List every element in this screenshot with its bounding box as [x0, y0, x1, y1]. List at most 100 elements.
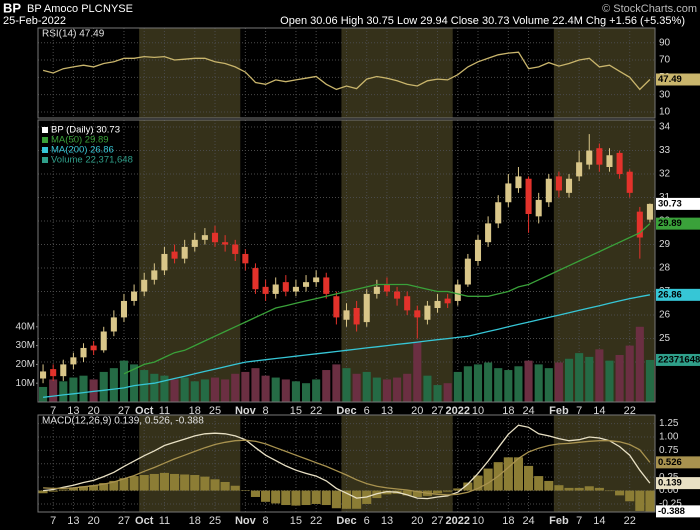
- candle-body: [535, 199, 542, 217]
- volume-bar: [393, 377, 402, 402]
- volume-bar: [210, 377, 220, 402]
- volume-bar: [443, 383, 452, 402]
- volume-bar: [39, 386, 48, 402]
- histogram-bar: [311, 490, 321, 504]
- legend-swatch: [42, 147, 48, 153]
- histogram-bar: [58, 489, 68, 491]
- histogram-bar: [210, 479, 220, 491]
- candle-body: [262, 286, 269, 294]
- x-tick-label: Oct: [135, 515, 154, 527]
- candle-body: [474, 239, 482, 261]
- y2-tick-label: 10M: [16, 378, 35, 389]
- candle-body: [353, 308, 360, 325]
- candle-body: [444, 298, 451, 304]
- x-tick-label: 22: [624, 405, 636, 417]
- value-box-label: 30.73: [658, 198, 682, 209]
- volume-bar: [312, 379, 321, 402]
- x-tick-label: 18: [189, 515, 201, 527]
- source: © StockCharts.com: [602, 3, 697, 15]
- histogram-bar: [402, 490, 412, 496]
- value-box-label: 47.49: [658, 74, 682, 85]
- x-tick-label: Dec: [336, 405, 356, 417]
- histogram-bar: [443, 490, 453, 492]
- x-tick-label: 22: [310, 405, 322, 417]
- x-tick-label: 20: [411, 405, 423, 417]
- candle-body: [70, 357, 77, 365]
- volume-bar: [534, 364, 543, 402]
- histogram-bar: [78, 486, 89, 491]
- value-box-label: 26.86: [658, 289, 682, 300]
- value-box: [656, 477, 700, 490]
- candle-body: [171, 251, 178, 259]
- volume-bar: [564, 358, 574, 402]
- value-box-label: 0.139: [658, 478, 682, 489]
- volume-bar: [241, 371, 250, 402]
- candle-body: [272, 284, 279, 294]
- volume-bar: [453, 371, 462, 402]
- x-tick-label: Oct: [135, 405, 154, 417]
- candle-body: [596, 148, 603, 165]
- candle-body: [363, 293, 370, 323]
- candle-body: [485, 223, 492, 243]
- candle-body: [292, 286, 299, 292]
- histogram-bar: [534, 476, 544, 491]
- volume-bar: [352, 373, 361, 402]
- histogram-bar: [412, 490, 422, 497]
- value-box: [656, 197, 700, 210]
- candle-body: [373, 286, 380, 294]
- value-box-label: 0.526: [658, 457, 682, 468]
- legend-swatch: [42, 137, 48, 143]
- candle-body: [505, 183, 512, 203]
- legend-entry: MA(200) 26.86: [51, 145, 114, 156]
- y-tick-label: 33: [659, 145, 671, 156]
- volume-bar: [59, 381, 68, 402]
- y-tick-label: 32: [659, 169, 671, 180]
- x-tick-label: 8: [263, 515, 269, 527]
- legend-swatch: [42, 127, 48, 133]
- volume-bar: [170, 379, 179, 402]
- series-line: [43, 294, 651, 398]
- candle-body: [151, 270, 158, 280]
- series-line: [43, 424, 651, 500]
- volume-bar: [615, 355, 624, 402]
- volume-bar: [645, 359, 654, 402]
- candle-body: [495, 202, 502, 224]
- x-tick-label: 2022: [446, 515, 470, 527]
- value-box: [656, 505, 700, 518]
- legend-entry: MA(50) 29.89: [51, 135, 109, 146]
- histogram-bar: [321, 490, 331, 506]
- x-tick-label: 20: [88, 515, 100, 527]
- y-tick-label: 0.75: [659, 445, 679, 456]
- candle-body: [394, 291, 401, 299]
- candle-body: [464, 258, 471, 285]
- candle-body: [636, 211, 643, 238]
- volume-bar: [413, 341, 422, 402]
- histogram-bar: [604, 490, 615, 492]
- candle-body: [313, 277, 320, 283]
- candle-body: [626, 171, 633, 193]
- histogram-bar: [341, 490, 352, 509]
- x-tick-label: 18: [189, 405, 201, 417]
- candle-body: [303, 282, 310, 287]
- legend-swatch: [42, 157, 48, 163]
- x-tick-label: 22: [624, 515, 636, 527]
- legend-entry: Volume 22,371,648: [51, 155, 133, 166]
- volume-bar: [362, 371, 371, 402]
- volume-bar: [99, 371, 108, 402]
- month-shade: [553, 28, 655, 118]
- volume-bar: [585, 356, 594, 402]
- company-name: BP Amoco PLC: [27, 3, 103, 15]
- y-tick-label: 29: [659, 239, 671, 250]
- y-tick-label: 90: [659, 37, 671, 48]
- volume-bar: [271, 377, 280, 402]
- x-tick-label: 25: [209, 515, 221, 527]
- x-tick-label: 7: [50, 515, 56, 527]
- x-tick-label: 25: [209, 405, 221, 417]
- histogram-bar: [271, 490, 281, 504]
- y2-tick-label: 40M: [16, 321, 35, 332]
- volume-bar: [544, 368, 553, 402]
- symbol: BP: [3, 0, 21, 15]
- volume-bar: [595, 349, 604, 402]
- x-tick-label: 15: [290, 515, 302, 527]
